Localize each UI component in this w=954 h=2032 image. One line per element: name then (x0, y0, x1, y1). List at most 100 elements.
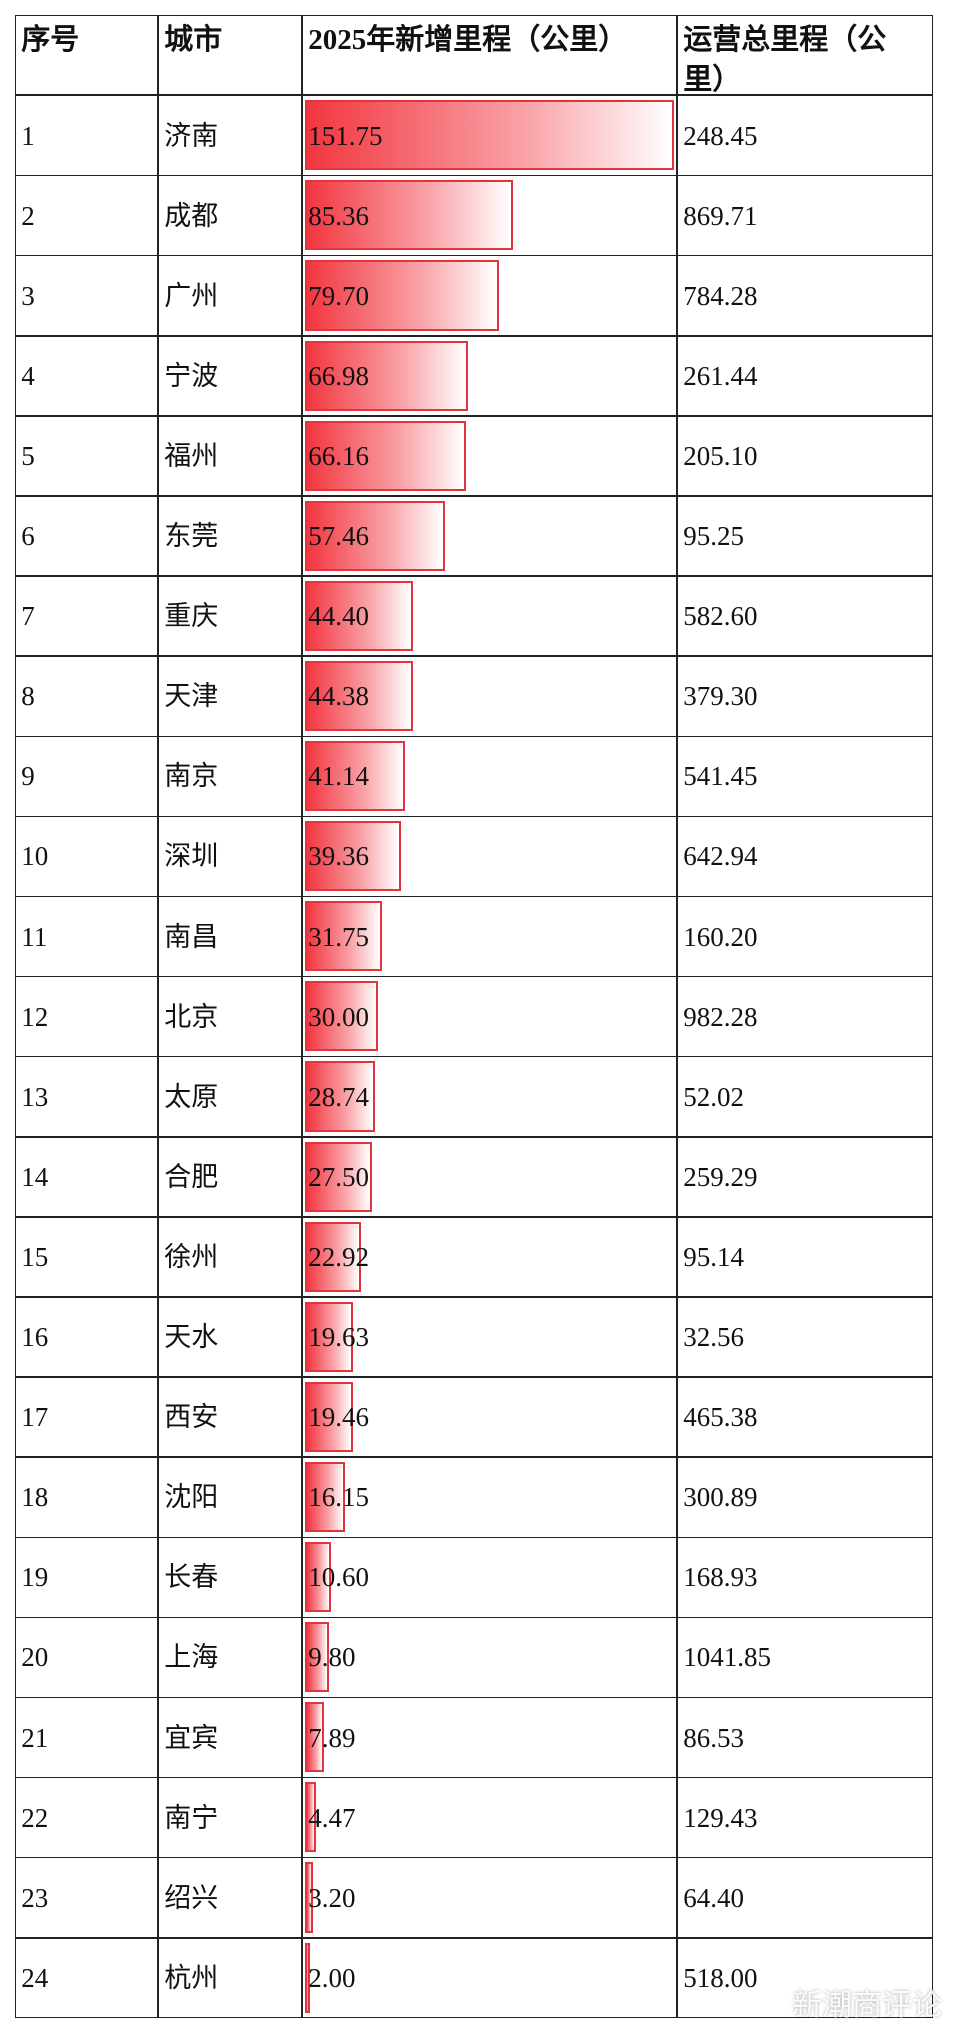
cell-text: 57.46 (308, 521, 369, 552)
table-cell: 南京 (158, 736, 303, 817)
table-cell: 24 (15, 1937, 159, 2019)
cell-text: 151.75 (308, 120, 383, 151)
table-cell: 南昌 (158, 896, 303, 977)
table-cell: 9.80 (302, 1617, 678, 1698)
cell-text: 11 (21, 921, 48, 952)
cell-text: 广州 (164, 280, 219, 311)
cell-text: 86.53 (683, 1722, 744, 1753)
cell-text: 宁波 (164, 360, 219, 391)
cell-text: 1 (21, 120, 35, 151)
cell-text: 19.63 (308, 1322, 369, 1353)
cell-text: 10.60 (308, 1562, 369, 1593)
table-cell: 27.50 (302, 1136, 678, 1218)
table-cell: 15 (15, 1216, 159, 1298)
cell-text: 582.60 (683, 601, 758, 632)
cell-text: 天津 (164, 681, 219, 712)
table-cell: 300.89 (677, 1456, 934, 1538)
table-cell: 深圳 (158, 816, 303, 897)
table-cell: 31.75 (302, 896, 678, 977)
cell-text: 8 (21, 681, 35, 712)
cell-text: 西安 (164, 1402, 219, 1433)
cell-text: 北京 (164, 1001, 219, 1032)
cell-text: 20 (21, 1642, 49, 1673)
cell-text: 福州 (164, 440, 219, 471)
cell-text: 259.29 (683, 1161, 758, 1192)
cell-text: 41.14 (308, 761, 369, 792)
cell-text: 784.28 (683, 280, 758, 311)
cell-text: 7 (21, 601, 35, 632)
cell-text: 15 (21, 1241, 49, 1272)
header-cell: 2025年新增里程（公里） (302, 15, 678, 96)
cell-text: 19.46 (308, 1402, 369, 1433)
table-cell: 248.45 (677, 95, 934, 176)
cell-text: 长春 (164, 1562, 219, 1593)
table-cell: 合肥 (158, 1136, 303, 1218)
data-bar (305, 1942, 311, 2013)
cell-text: 绍兴 (164, 1882, 219, 1913)
cell-text: 南宁 (164, 1802, 219, 1833)
table-cell: 杭州 (158, 1937, 303, 2019)
table-cell: 23 (15, 1857, 159, 1939)
data-bar (305, 1381, 353, 1452)
table-cell: 52.02 (677, 1056, 934, 1138)
table-cell: 41.14 (302, 736, 678, 817)
cell-text: 徐州 (164, 1241, 219, 1272)
header-text: 运营总里程（公里） (683, 24, 887, 97)
cell-text: 32.56 (683, 1322, 744, 1353)
table-cell: 541.45 (677, 736, 934, 817)
header-cell: 序号 (15, 15, 159, 96)
table-cell: 福州 (158, 415, 303, 497)
table-cell: 22.92 (302, 1216, 678, 1298)
header-cell: 运营总里程（公里） (677, 15, 934, 96)
table-cell: 9 (15, 736, 159, 817)
table-cell: 成都 (158, 175, 303, 256)
cell-text: 95.25 (683, 521, 744, 552)
table-cell: 151.75 (302, 95, 678, 176)
data-bar (305, 420, 467, 491)
cell-text: 南昌 (164, 921, 219, 952)
cell-text: 23 (21, 1882, 49, 1913)
cell-text: 27.50 (308, 1161, 369, 1192)
cell-text: 12 (21, 1001, 49, 1032)
cell-text: 太原 (164, 1081, 219, 1112)
header-text: 城市 (164, 24, 223, 57)
cell-text: 21 (21, 1722, 49, 1753)
table-cell: 79.70 (302, 255, 678, 337)
table-cell: 东莞 (158, 495, 303, 577)
table-cell: 16 (15, 1296, 159, 1378)
cell-text: 重庆 (164, 601, 219, 632)
table-cell: 长春 (158, 1537, 303, 1618)
header-cell: 城市 (158, 15, 303, 96)
cell-text: 5 (21, 440, 35, 471)
table-cell: 10 (15, 816, 159, 897)
data-bar (305, 1141, 373, 1212)
table-cell: 44.40 (302, 575, 678, 657)
cell-text: 30.00 (308, 1001, 369, 1032)
table-cell: 20 (15, 1617, 159, 1698)
table-cell: 57.46 (302, 495, 678, 577)
table-cell: 19.63 (302, 1296, 678, 1378)
table-cell: 天水 (158, 1296, 303, 1378)
table-cell: 28.74 (302, 1056, 678, 1138)
table-cell: 天津 (158, 655, 303, 737)
cell-text: 44.40 (308, 601, 369, 632)
table-cell: 582.60 (677, 575, 934, 657)
cell-text: 东莞 (164, 521, 219, 552)
cell-text: 3.20 (308, 1882, 356, 1913)
table-cell: 205.10 (677, 415, 934, 497)
cell-text: 168.93 (683, 1562, 758, 1593)
cell-text: 济南 (164, 120, 219, 151)
table-cell: 绍兴 (158, 1857, 303, 1939)
cell-text: 合肥 (164, 1161, 219, 1192)
data-bar (305, 1461, 345, 1533)
cell-text: 6 (21, 521, 35, 552)
table-cell: 16.15 (302, 1456, 678, 1538)
table-cell: 66.16 (302, 415, 678, 497)
table-cell: 160.20 (677, 896, 934, 977)
data-bar (305, 260, 500, 331)
cell-text: 天水 (164, 1322, 219, 1353)
data-bar (305, 180, 513, 251)
cell-text: 南京 (164, 761, 219, 792)
table-cell: 上海 (158, 1617, 303, 1698)
